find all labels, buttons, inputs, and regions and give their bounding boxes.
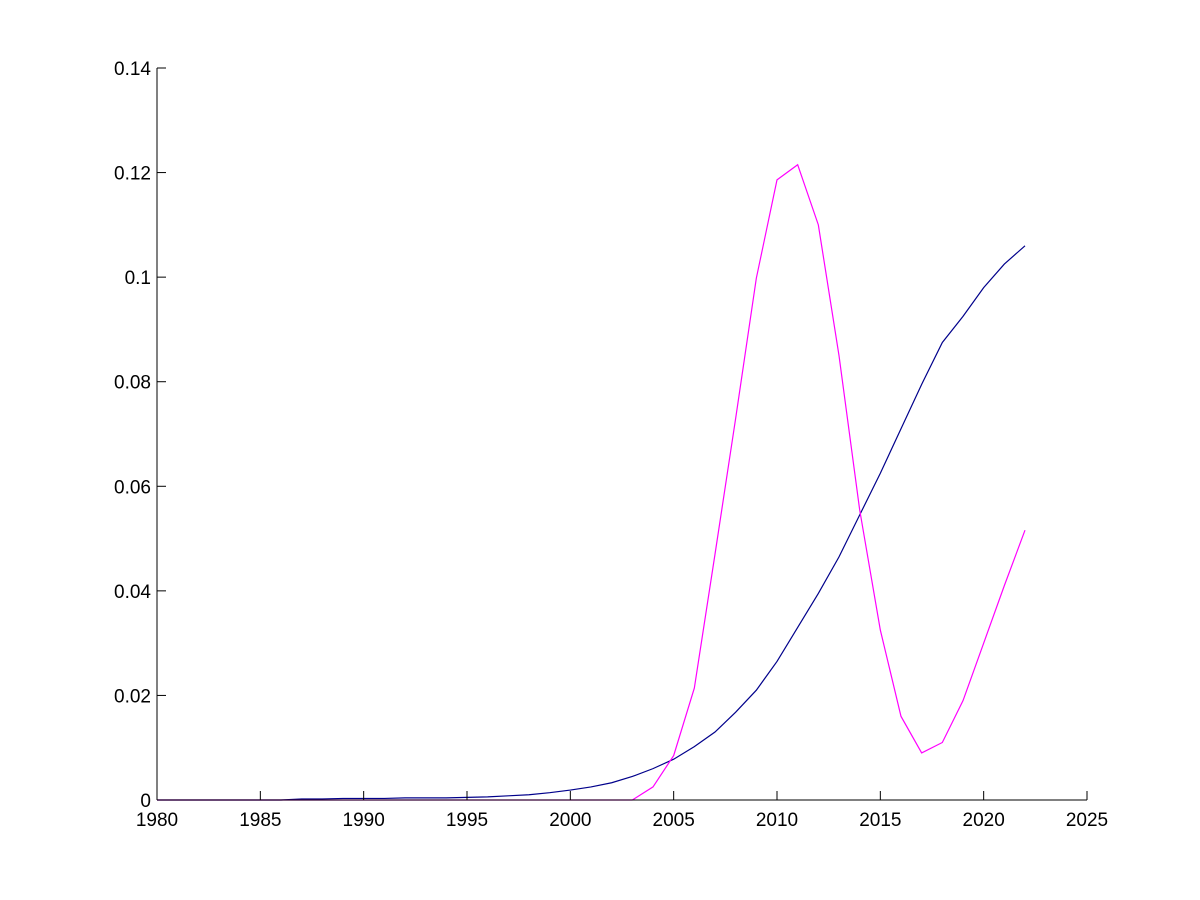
y-tick-label: 0.02: [114, 686, 151, 707]
x-tick-label: 2000: [549, 810, 591, 831]
y-tick-label: 0.1: [125, 268, 151, 289]
y-tick-label: 0.08: [114, 373, 151, 394]
x-tick-label: 1985: [239, 810, 281, 831]
y-tick-label: 0.14: [114, 59, 151, 80]
x-tick-label: 2025: [1066, 810, 1108, 831]
x-tick-label: 1990: [343, 810, 385, 831]
series-line: [157, 245, 1026, 801]
y-tick-label: 0.04: [114, 582, 151, 603]
x-tick-label: 2010: [756, 810, 798, 831]
x-tick-label: 2020: [963, 810, 1005, 831]
x-tick-label: 2015: [859, 810, 901, 831]
y-tick-label: 0.12: [114, 164, 151, 185]
x-tick-label: 1980: [136, 810, 178, 831]
x-tick-label: 1995: [446, 810, 488, 831]
y-tick-label: 0: [140, 791, 151, 812]
series-line: [157, 163, 1026, 801]
x-tick-label: 2005: [653, 810, 695, 831]
y-tick-label: 0.06: [114, 477, 151, 498]
